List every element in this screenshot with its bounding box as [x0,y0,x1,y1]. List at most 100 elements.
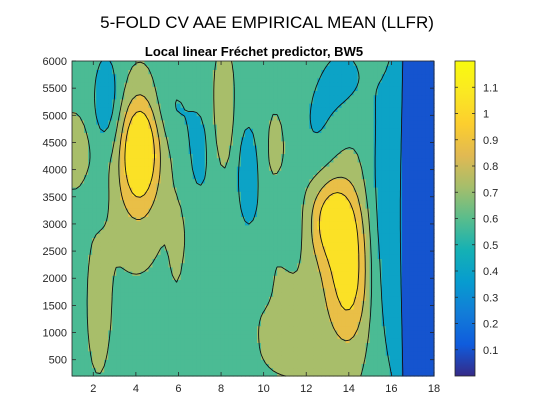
heatmap-cell [377,191,383,196]
heatmap-cell [361,300,367,306]
heatmap-cell [393,266,399,272]
heatmap-cell [216,313,222,318]
heatmap-cell [313,220,318,226]
heatmap-cell [381,170,387,175]
heatmap-cell [180,262,186,268]
heatmap-cell [385,317,391,322]
heatmap-cell [100,266,105,272]
heatmap-cell [152,220,158,226]
heatmap-cell [136,140,141,146]
heatmap-cell [228,266,234,272]
heatmap-cell [112,182,117,188]
heatmap-cell [248,271,254,276]
heatmap-cell [333,233,339,238]
heatmap-cell [84,300,89,306]
heatmap-cell [88,195,93,201]
heatmap-cell [224,191,230,196]
heatmap-cell [124,371,129,377]
heatmap-cell [265,371,270,377]
heatmap-cell [409,174,415,180]
heatmap-cell [381,292,387,297]
heatmap-cell [269,153,274,159]
heatmap-cell [132,271,137,276]
heatmap-cell [244,258,250,264]
heatmap-cell [345,174,351,180]
heatmap-cell [349,212,355,217]
heatmap-cell [373,208,379,213]
heatmap-cell [180,233,186,238]
heatmap-cell [409,266,415,272]
heatmap-cell [192,224,198,230]
heatmap-cell [76,359,81,364]
heatmap-cell [349,313,355,318]
heatmap-cell [88,220,93,226]
heatmap-cell [240,245,246,251]
heatmap-cell [353,367,359,373]
heatmap-cell [224,334,230,339]
heatmap-cell [317,304,322,310]
heatmap-cell [192,212,198,217]
heatmap-cell [172,262,178,268]
heatmap-cell [401,145,407,150]
heatmap-cell [381,203,387,209]
heatmap-cell [281,367,286,373]
heatmap-cell [277,191,282,196]
heatmap-cell [80,350,85,356]
heatmap-cell [224,241,230,247]
heatmap-cell [188,254,194,259]
heatmap-cell [212,334,218,339]
heatmap-cell [413,308,419,314]
heatmap-cell [160,187,166,192]
heatmap-cell [196,195,202,201]
heatmap-cell [84,355,89,360]
heatmap-cell [309,157,314,163]
heatmap-cell [261,153,266,159]
heatmap-cell [240,182,246,188]
heatmap-cell [116,329,121,335]
heatmap-cell [361,308,367,314]
heatmap-cell [172,346,178,352]
heatmap-cell [244,287,250,293]
heatmap-cell [100,178,105,184]
heatmap-cell [180,161,186,167]
heatmap-cell [397,371,403,377]
heatmap-cell [385,308,391,314]
heatmap-cell [269,149,274,154]
heatmap-cell [148,203,154,209]
heatmap-cell [156,157,162,163]
heatmap-cell [104,182,109,188]
heatmap-cell [140,195,145,201]
heatmap-cell [148,166,154,171]
heatmap-cell [273,182,278,188]
heatmap-cell [365,224,371,230]
heatmap-cell [116,262,121,268]
heatmap-cell [397,367,403,373]
heatmap-cell [321,262,326,268]
heatmap-cell [345,199,351,205]
heatmap-cell [204,149,210,154]
heatmap-cell [421,254,427,259]
heatmap-cell [361,149,367,154]
heatmap-cell [393,245,399,251]
heatmap-cell [397,342,403,348]
heatmap-cell [417,220,423,226]
heatmap-cell [192,304,198,310]
heatmap-cell [261,279,266,285]
heatmap-cell [317,262,322,268]
heatmap-cell [337,279,343,285]
heatmap-cell [224,229,230,234]
heatmap-cell [253,191,258,196]
heatmap-cell [152,350,158,356]
heatmap-cell [309,346,314,352]
heatmap-cell [293,241,298,247]
heatmap-cell [421,292,427,297]
heatmap-cell [216,308,222,314]
heatmap-cell [357,224,363,230]
heatmap-cell [389,220,395,226]
heatmap-cell [257,145,262,150]
heatmap-cell [116,275,121,280]
heatmap-cell [76,296,81,301]
heatmap-cell [240,271,246,276]
heatmap-cell [144,292,150,297]
heatmap-cell [365,145,371,150]
